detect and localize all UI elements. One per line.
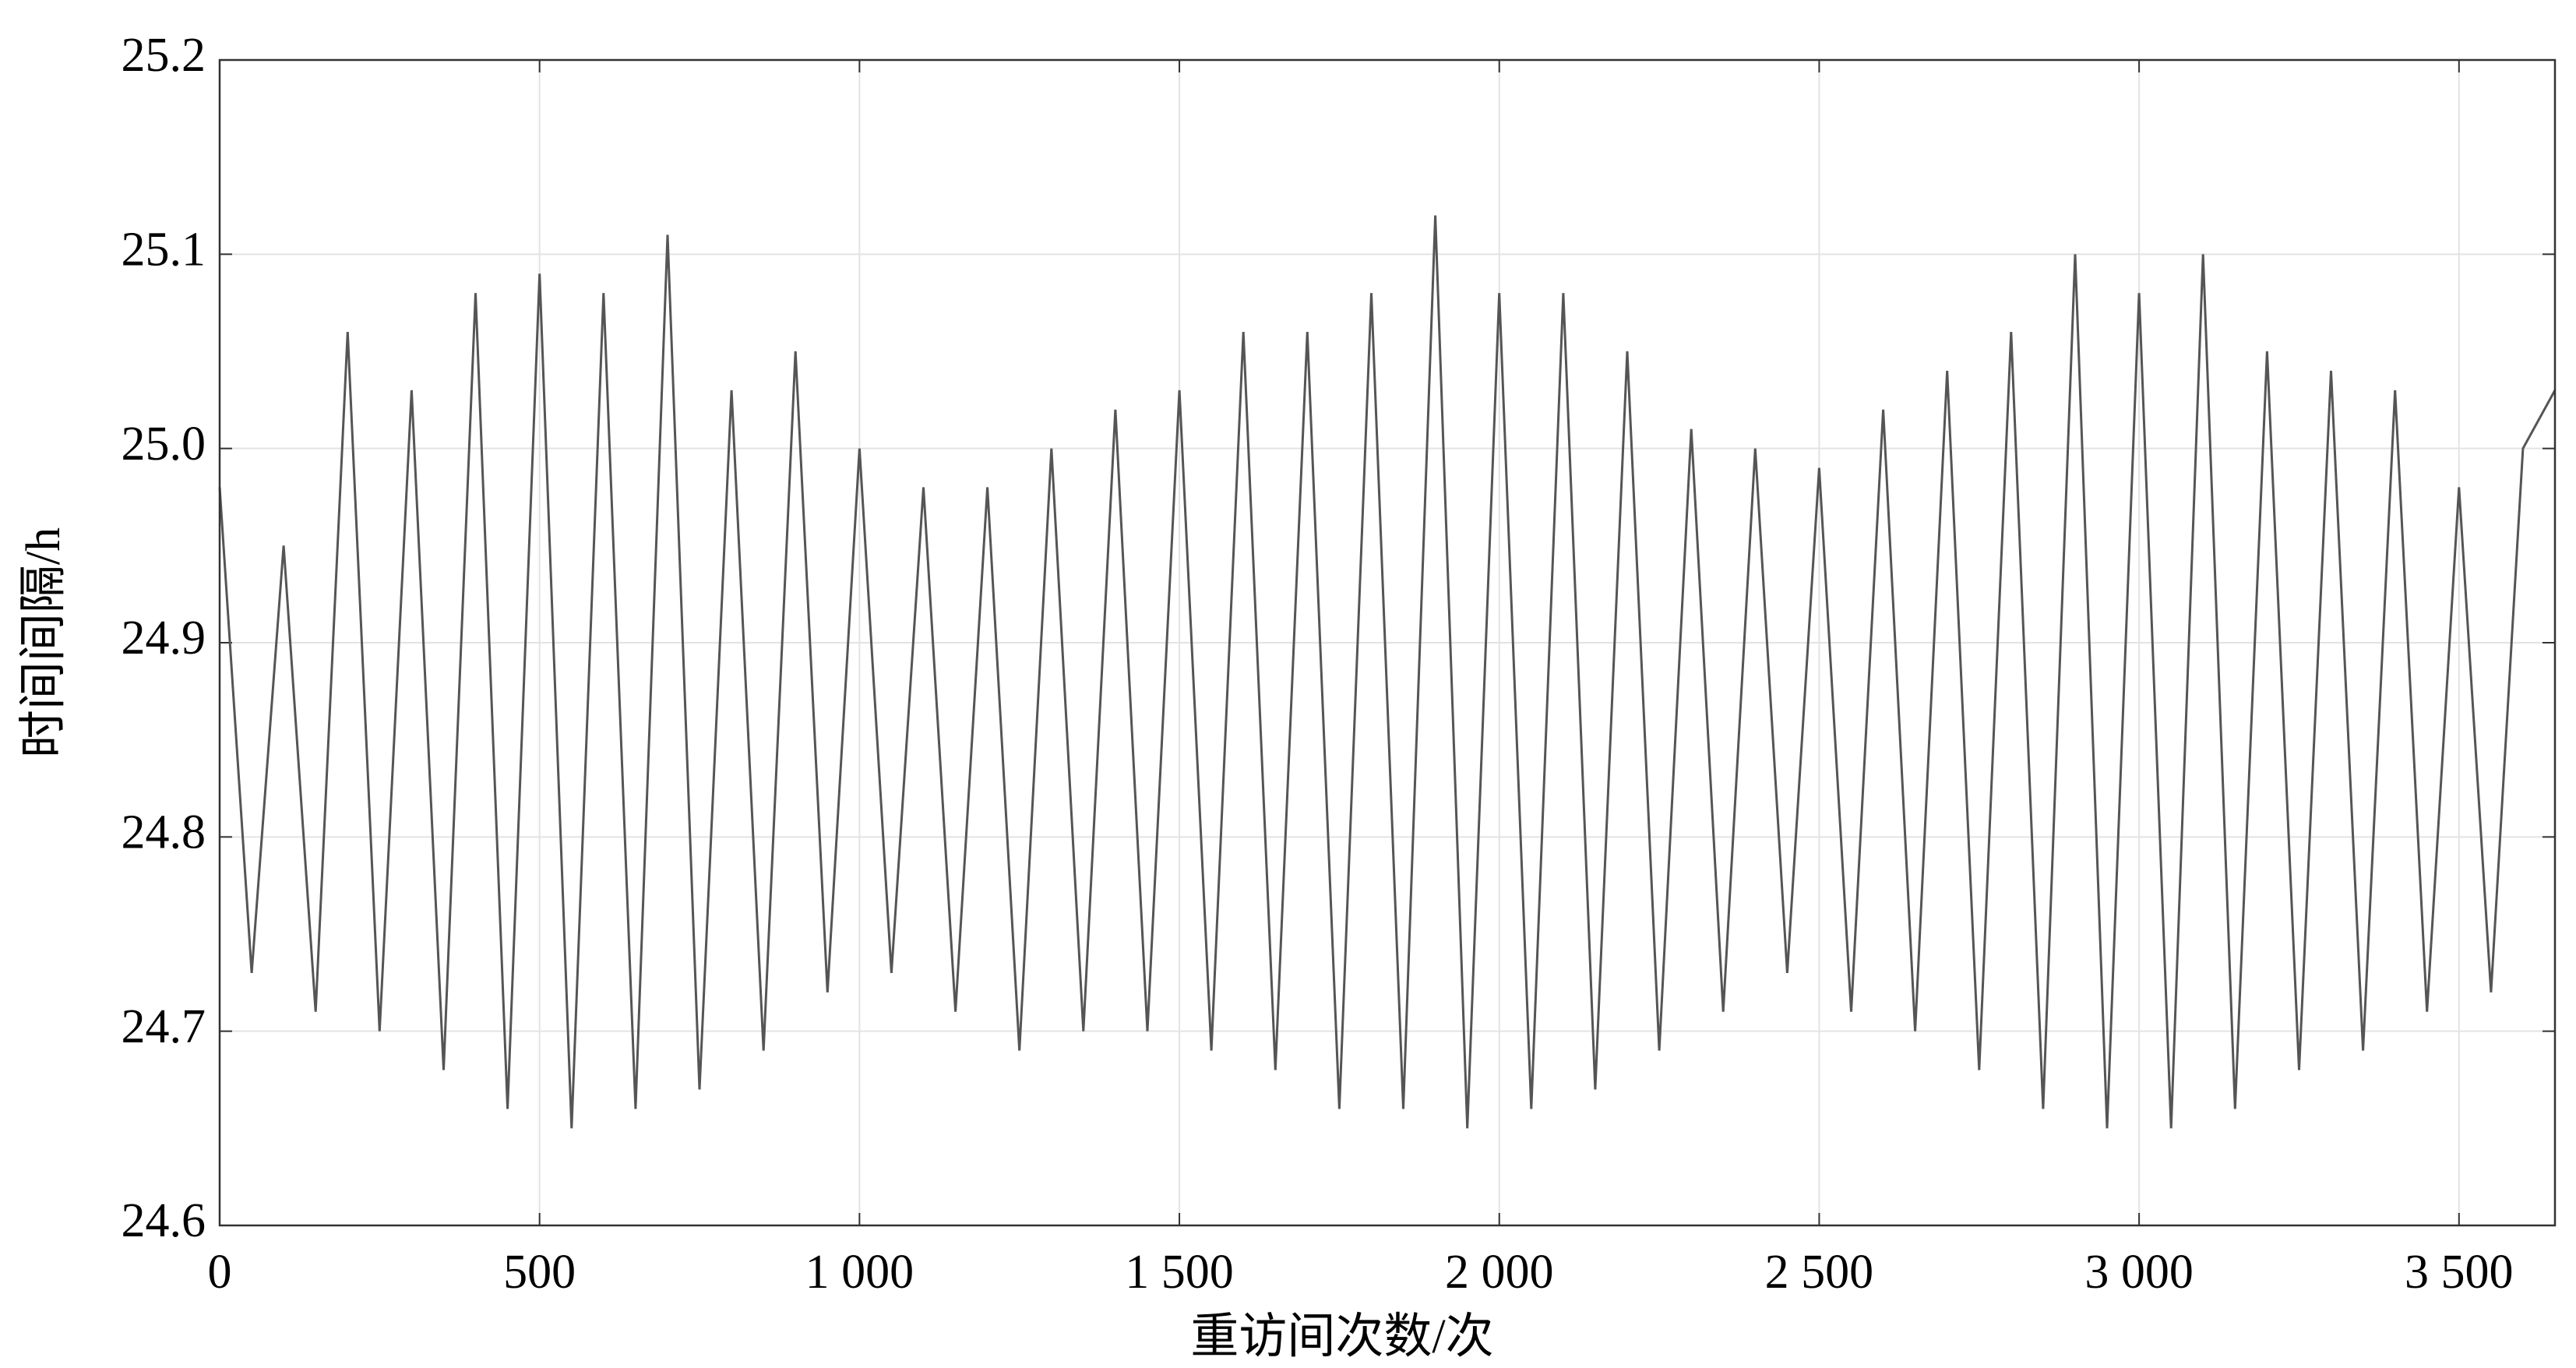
y-tick-label: 25.1: [122, 224, 206, 277]
y-tick-label: 25.2: [122, 29, 206, 82]
y-tick-label: 24.7: [122, 1000, 206, 1053]
x-tick-label: 0: [208, 1246, 232, 1299]
y-tick-label: 24.8: [122, 806, 206, 859]
x-tick-label: 2 000: [1445, 1246, 1554, 1299]
data-line: [218, 215, 2557, 1129]
x-tick-label: 500: [503, 1246, 576, 1299]
x-tick-label: 3 000: [2084, 1246, 2194, 1299]
y-axis-label: 时间间隔/h: [17, 527, 70, 758]
y-tick-label: 24.6: [122, 1194, 206, 1247]
x-tick-label: 1 500: [1125, 1246, 1234, 1299]
x-tick-label: 2 500: [1765, 1246, 1874, 1299]
x-tick-label: 1 000: [805, 1246, 914, 1299]
y-tick-label: 24.9: [122, 612, 206, 665]
plot-frame: [218, 58, 2557, 1227]
y-tick-label: 25.0: [122, 418, 206, 471]
x-tick-label: 3 500: [2405, 1246, 2514, 1299]
x-axis-label: 重访间次数/次: [1190, 1310, 1493, 1363]
